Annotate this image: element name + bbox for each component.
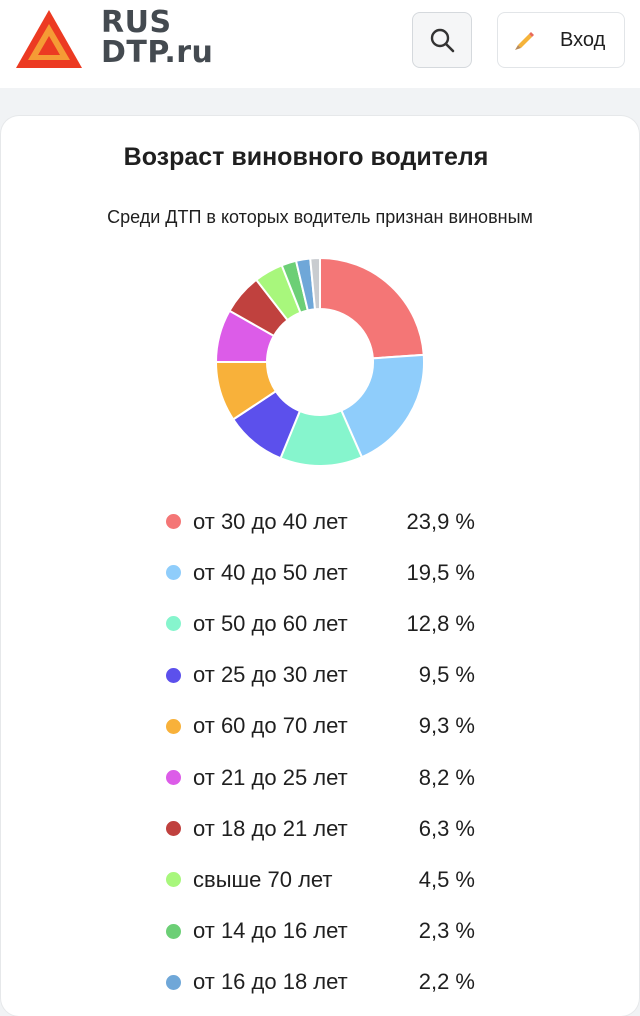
legend-label: от 60 до 70 лет	[193, 713, 348, 739]
donut-slice-0[interactable]	[319, 256, 425, 360]
legend-item[interactable]: от 30 до 40 лет 23,9 %	[160, 496, 500, 547]
legend-item[interactable]: от 50 до 60 лет 12,8 %	[160, 598, 500, 649]
search-icon	[430, 28, 455, 53]
legend-color-dot	[166, 616, 181, 632]
legend-color-dot	[166, 565, 181, 581]
site-header: RUS DTP.ru Вход	[0, 0, 640, 88]
legend-color-dot	[166, 667, 181, 683]
login-button[interactable]: Вход	[497, 12, 625, 68]
legend-color-dot	[166, 770, 181, 786]
legend-label: от 40 до 50 лет	[193, 559, 348, 585]
legend-item[interactable]: от 16 до 18 лет 2,2 %	[160, 957, 500, 1008]
chart-title: Возраст виновного водителя	[123, 143, 489, 171]
legend-color-dot	[166, 514, 181, 530]
legend-color-dot	[166, 923, 181, 939]
legend-value: 8,2 %	[418, 764, 475, 790]
legend-label: от 50 до 60 лет	[193, 610, 348, 636]
legend-color-dot	[166, 718, 181, 734]
search-button[interactable]	[412, 12, 472, 68]
legend-value: 9,5 %	[418, 662, 475, 688]
legend-label: от 14 до 16 лет	[193, 918, 348, 944]
legend-label: от 16 до 18 лет	[193, 969, 348, 995]
legend-value: 2,2 %	[418, 969, 475, 995]
brand-line-2: DTP.ru	[101, 35, 214, 70]
chart-legend: от 30 до 40 лет 23,9 % от 40 до 50 лет 19,5…	[160, 496, 500, 1008]
legend-item[interactable]: свыше 70 лет 4,5 %	[160, 854, 500, 905]
legend-color-dot	[166, 974, 181, 990]
legend-item[interactable]: от 14 до 16 лет 2,3 %	[160, 906, 500, 957]
legend-item[interactable]: от 18 до 21 лет 6,3 %	[160, 803, 500, 854]
legend-label: свыше 70 лет	[193, 866, 333, 892]
legend-label: от 25 до 30 лет	[193, 662, 348, 688]
site-logo-text[interactable]: RUS DTP.ru	[101, 8, 213, 68]
legend-value: 23,9 %	[406, 508, 476, 534]
legend-color-dot	[166, 821, 181, 837]
legend-value: 19,5 %	[406, 559, 476, 585]
legend-color-dot	[166, 872, 181, 888]
warning-triangle-icon[interactable]	[14, 8, 84, 70]
brand-line-1: RUS	[101, 5, 172, 40]
donut-chart	[214, 256, 425, 467]
legend-item[interactable]: от 40 до 50 лет 19,5 %	[160, 547, 500, 598]
legend-label: от 18 до 21 лет	[193, 815, 348, 841]
legend-value: 4,5 %	[418, 866, 475, 892]
login-label: Вход	[560, 28, 606, 51]
legend-label: от 21 до 25 лет	[193, 764, 348, 790]
donut-slice-10[interactable]	[309, 256, 321, 311]
pencil-icon	[515, 32, 534, 50]
legend-value: 12,8 %	[406, 610, 476, 636]
legend-value: 2,3 %	[418, 918, 475, 944]
legend-value: 6,3 %	[418, 815, 475, 841]
legend-item[interactable]: от 60 до 70 лет 9,3 %	[160, 701, 500, 752]
legend-label: от 30 до 40 лет	[193, 508, 348, 534]
legend-item[interactable]: от 21 до 25 лет 8,2 %	[160, 752, 500, 803]
legend-value: 9,3 %	[418, 713, 475, 739]
legend-item[interactable]: от 25 до 30 лет 9,5 %	[160, 650, 500, 701]
chart-subtitle: Среди ДТП в которых водитель признан вин…	[107, 207, 533, 227]
